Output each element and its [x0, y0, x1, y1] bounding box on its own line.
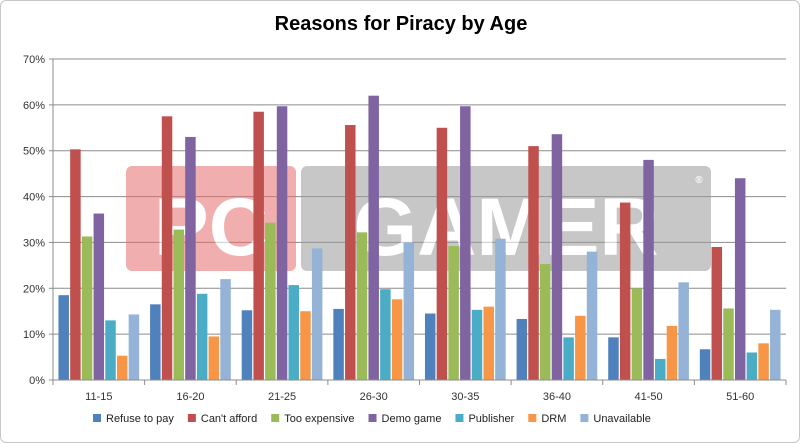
bar-can-t-afford-36-40 — [528, 146, 539, 380]
chart-title: Reasons for Piracy by Age — [274, 13, 528, 35]
bar-publisher-36-40 — [563, 337, 574, 380]
x-tick-label: 51-60 — [726, 391, 754, 403]
bar-publisher-41-50 — [655, 358, 666, 380]
y-tick-label: 0% — [29, 375, 45, 387]
legend-label: Publisher — [468, 413, 514, 425]
bar-refuse-to-pay-26-30 — [333, 308, 344, 380]
bar-publisher-21-25 — [288, 285, 300, 380]
bar-can-t-afford-26-30 — [345, 125, 356, 380]
bar-drm-36-40 — [575, 315, 586, 380]
bar-too-expensive-11-15 — [81, 236, 93, 380]
bar-drm-41-50 — [666, 325, 678, 380]
bar-refuse-to-pay-16-20 — [150, 304, 161, 380]
y-tick-label: 30% — [23, 237, 45, 249]
bar-too-expensive-26-30 — [356, 232, 368, 380]
bar-too-expensive-36-40 — [539, 263, 551, 380]
watermark-registered-mark: ® — [695, 175, 703, 186]
bar-can-t-afford-11-15 — [70, 149, 81, 380]
bar-publisher-11-15 — [105, 320, 116, 380]
legend-swatch — [271, 414, 280, 422]
bar-unavailable-11-15 — [128, 314, 140, 380]
legend-label: Refuse to pay — [106, 413, 174, 425]
bar-can-t-afford-51-60 — [711, 247, 723, 380]
bar-drm-11-15 — [116, 355, 128, 380]
bar-refuse-to-pay-51-60 — [699, 349, 711, 380]
bar-can-t-afford-30-35 — [436, 127, 448, 381]
legend-label: Can't afford — [201, 413, 257, 425]
bar-can-t-afford-16-20 — [161, 116, 173, 381]
bar-unavailable-51-60 — [770, 309, 781, 380]
y-tick-label: 20% — [23, 283, 45, 295]
bar-demo-game-16-20 — [185, 136, 196, 380]
axes: 0% 10% 20% 30% 40% 50% 60% 70% 11-15 16-20 21-25 26… — [23, 54, 787, 403]
bar-unavailable-16-20 — [220, 279, 231, 380]
watermark-gamer-text: GAMER — [353, 182, 658, 273]
y-tick-label: 50% — [23, 146, 45, 158]
watermark-pc-text: PC — [154, 182, 268, 273]
bar-unavailable-21-25 — [311, 248, 323, 380]
bar-unavailable-36-40 — [586, 251, 598, 380]
bar-publisher-51-60 — [746, 352, 758, 380]
bar-too-expensive-16-20 — [173, 229, 184, 380]
legend-swatch — [455, 414, 464, 422]
y-tick-label: 70% — [23, 54, 45, 66]
bar-publisher-16-20 — [196, 293, 208, 380]
legend-swatch — [93, 414, 101, 422]
bar-refuse-to-pay-36-40 — [516, 319, 528, 380]
bar-too-expensive-41-50 — [631, 288, 643, 380]
bar-demo-game-30-35 — [460, 106, 471, 381]
bars — [58, 95, 781, 381]
bar-drm-30-35 — [483, 306, 494, 380]
watermark-gamer-box — [301, 166, 711, 271]
bar-unavailable-41-50 — [678, 282, 689, 380]
bar-can-t-afford-21-25 — [253, 111, 264, 380]
x-tick-label: 21-25 — [268, 391, 296, 403]
x-tick-label: 11-15 — [85, 391, 112, 403]
bar-publisher-26-30 — [380, 289, 391, 380]
bar-drm-26-30 — [391, 299, 403, 380]
x-tick-label: 26-30 — [360, 391, 388, 403]
bar-drm-16-20 — [208, 336, 220, 380]
x-tick-label: 41-50 — [634, 391, 662, 403]
bar-refuse-to-pay-21-25 — [241, 310, 253, 380]
bar-refuse-to-pay-30-35 — [424, 313, 436, 380]
bar-can-t-afford-41-50 — [619, 202, 631, 380]
bar-demo-game-21-25 — [276, 106, 288, 381]
x-tick-label: 30-35 — [451, 391, 479, 403]
bar-too-expensive-51-60 — [723, 308, 734, 380]
legend-swatch — [368, 414, 377, 422]
bar-publisher-30-35 — [471, 309, 483, 380]
legend-label: DRM — [541, 413, 566, 425]
legend-swatch — [528, 414, 537, 422]
bar-unavailable-26-30 — [403, 242, 415, 380]
x-tick-label: 36-40 — [543, 391, 571, 403]
bar-too-expensive-30-35 — [448, 246, 459, 380]
bar-unavailable-30-35 — [495, 238, 506, 380]
bar-demo-game-51-60 — [734, 178, 746, 380]
y-tick-label: 40% — [23, 192, 45, 204]
legend-swatch — [580, 414, 589, 422]
legend-label: Demo game — [382, 413, 442, 425]
bar-drm-51-60 — [758, 343, 769, 380]
legend-swatch — [187, 414, 196, 422]
y-tick-label: 60% — [23, 100, 45, 112]
bar-drm-21-25 — [300, 311, 311, 380]
bar-refuse-to-pay-41-50 — [608, 337, 619, 380]
y-tick-label: 10% — [23, 329, 45, 341]
bar-demo-game-11-15 — [93, 213, 105, 380]
legend-label: Unavailable — [593, 413, 650, 425]
bar-demo-game-41-50 — [643, 159, 654, 380]
bar-refuse-to-pay-11-15 — [58, 295, 69, 380]
legend-label: Too expensive — [284, 413, 354, 425]
legend: Refuse to pay Can't afford Too expensive De… — [93, 413, 651, 425]
bar-demo-game-26-30 — [368, 95, 379, 380]
bar-too-expensive-21-25 — [265, 222, 276, 380]
bar-demo-game-36-40 — [551, 134, 563, 380]
x-tick-label: 16-20 — [176, 391, 204, 403]
